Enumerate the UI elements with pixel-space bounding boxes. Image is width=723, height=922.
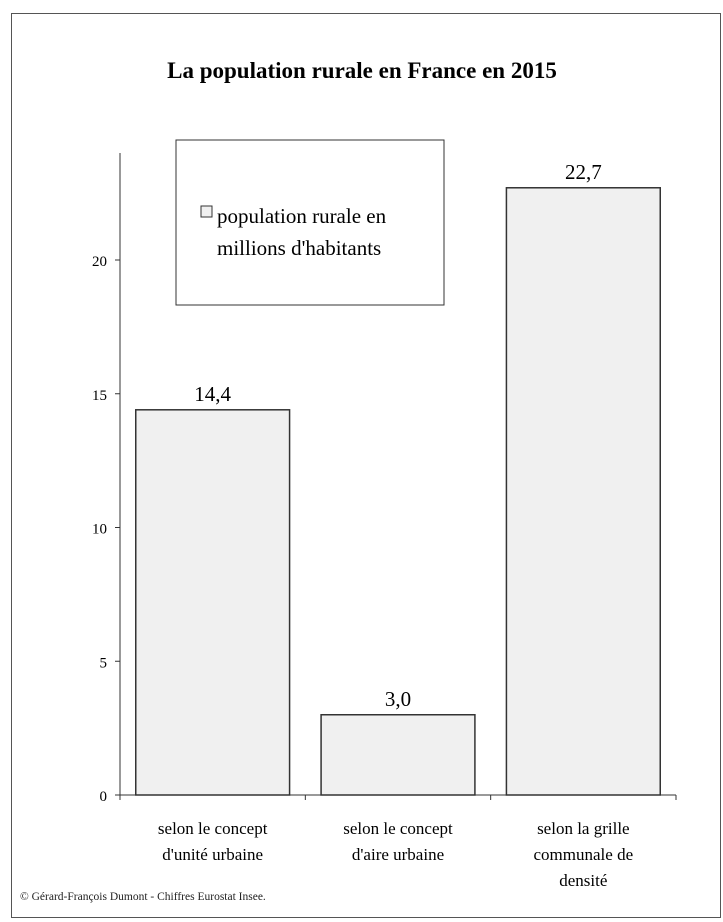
y-tick-label: 0 (100, 789, 108, 805)
category-label: densité (559, 871, 607, 890)
legend-box (175, 139, 445, 306)
chart-frame (11, 13, 721, 918)
category-label: d'unité urbaine (162, 845, 263, 864)
category-labels: selon le concept d'unité urbaine selon le … (158, 819, 633, 890)
data-label: 22,7 (565, 160, 602, 184)
y-tick-label: 15 (92, 388, 107, 404)
chart-title: La population rurale en France en 2015 (167, 58, 557, 83)
bar (505, 187, 661, 796)
legend-line-1: population rurale en (217, 204, 387, 228)
y-tick-label: 20 (92, 254, 107, 270)
bar (135, 409, 291, 796)
category-label: selon le concept (158, 819, 268, 838)
legend-swatch (200, 205, 213, 218)
y-tick-label: 10 (92, 522, 107, 538)
legend: population rurale en millions d'habitant… (175, 139, 445, 306)
category-label: d'aire urbaine (352, 845, 444, 864)
category-label: selon la grille (537, 819, 630, 838)
data-label: 3,0 (385, 687, 411, 711)
bar (320, 714, 476, 796)
legend-label: population rurale en millions d'habitant… (217, 204, 391, 260)
y-tick-label: 5 (100, 655, 108, 671)
data-labels: 14,4 3,0 22,7 (194, 160, 601, 711)
category-label: communale de (534, 845, 634, 864)
legend-line-2: millions d'habitants (217, 236, 381, 260)
source-note: © Gérard-François Dumont - Chiffres Euro… (20, 891, 266, 903)
category-label: selon le concept (343, 819, 453, 838)
data-label: 14,4 (194, 382, 231, 406)
bars (135, 187, 661, 796)
